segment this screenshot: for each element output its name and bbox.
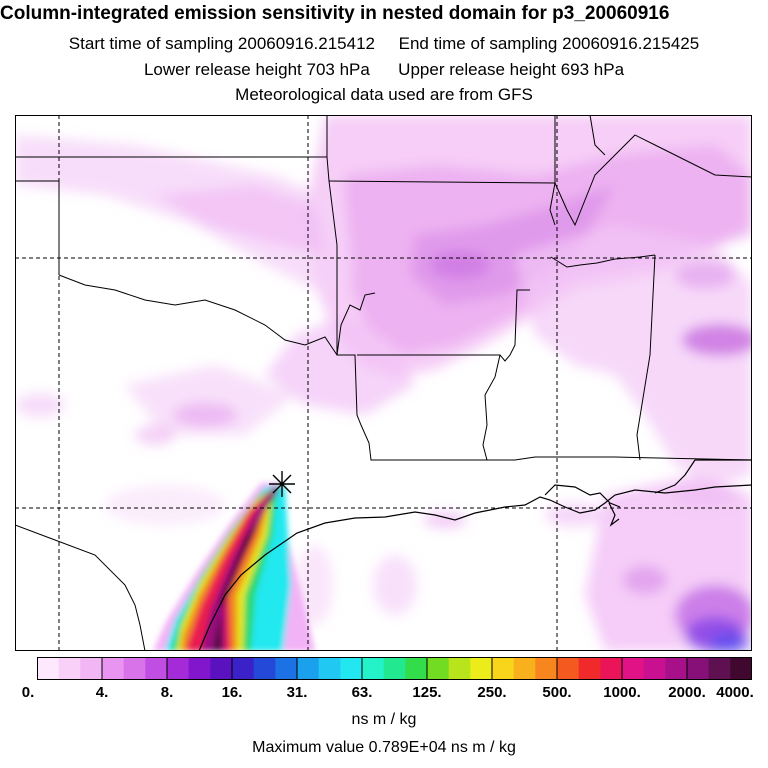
sensitivity-map	[15, 115, 752, 651]
colorbar-tick-label: 31.	[286, 684, 308, 701]
colorbar-cell	[730, 657, 752, 680]
colorbar-cell	[340, 657, 363, 680]
end-time: End time of sampling 20060916.215425	[398, 34, 700, 53]
sampling-times: Start time of sampling 20060916.215412 E…	[0, 34, 768, 54]
colorbar-cell	[448, 657, 471, 680]
colorbar-cell	[600, 657, 623, 680]
colorbar	[37, 657, 752, 680]
colorbar-cell	[643, 657, 666, 680]
colorbar-cell	[578, 657, 601, 680]
colorbar-units: ns m / kg	[351, 711, 417, 728]
colorbar-cell	[58, 657, 81, 680]
colorbar-cell	[145, 657, 168, 680]
maximum-value: Maximum value 0.789E+04 ns m / kg	[252, 739, 516, 756]
colorbar-cell	[513, 657, 536, 680]
colorbar-dividers	[101, 657, 688, 680]
colorbar-tick-label: 8.	[160, 684, 174, 701]
colorbar-cell	[232, 657, 255, 680]
upper-height: Upper release height 693 hPa	[398, 60, 625, 79]
colorbar-tick-label: 2000.	[668, 684, 706, 701]
coastline	[198, 459, 752, 651]
colorbar-cell	[362, 657, 385, 680]
colorbar-cell	[123, 657, 146, 680]
colorbar-tick-label: 16.	[221, 684, 243, 701]
colorbar-cell	[167, 657, 190, 680]
colorbar-cell	[535, 657, 558, 680]
colorbar-cell	[318, 657, 341, 680]
colorbar-cell	[557, 657, 580, 680]
colorbar-cell	[405, 657, 428, 680]
colorbar-cell	[427, 657, 450, 680]
colorbar-cell	[253, 657, 276, 680]
colorbar-cell	[687, 657, 710, 680]
sensitivity-field	[15, 115, 752, 651]
colorbar-tick-label: 4.	[95, 684, 109, 701]
emission-plume	[153, 483, 315, 651]
colorbar-tick-label: 4000.	[716, 684, 754, 701]
release-heights: Lower release height 703 hPa Upper relea…	[0, 60, 768, 80]
met-data-note: Meteorological data used are from GFS	[235, 85, 533, 104]
colorbar-tick-label: 63.	[351, 684, 373, 701]
lat-lon-grid	[15, 115, 752, 651]
colorbar-cell	[210, 657, 233, 680]
map-title: Column-integrated emission sensitivity i…	[0, 3, 670, 24]
start-time: Start time of sampling 20060916.215412	[68, 34, 376, 53]
colorbar-cell	[37, 657, 60, 680]
state-boundaries	[15, 115, 752, 651]
colorbar-cell	[383, 657, 406, 680]
release-point-marker	[269, 471, 295, 497]
colorbar-tick-label: 0.	[21, 684, 35, 701]
colorbar-cell	[622, 657, 645, 680]
colorbar-cell	[492, 657, 515, 680]
colorbar-cell	[708, 657, 731, 680]
colorbar-cell	[188, 657, 211, 680]
colorbar-cell	[275, 657, 298, 680]
colorbar-cell	[102, 657, 125, 680]
colorbar-frame	[37, 657, 752, 680]
colorbar-tick-label: 250.	[477, 684, 507, 701]
colorbar-cell	[80, 657, 103, 680]
colorbar-cell	[297, 657, 320, 680]
map-frame	[15, 115, 752, 651]
colorbar-tick-label: 125.	[412, 684, 442, 701]
colorbar-tick-label: 1000.	[603, 684, 641, 701]
colorbar-tick-label: 500.	[542, 684, 572, 701]
colorbar-cell	[665, 657, 688, 680]
colorbar-cells	[37, 657, 752, 680]
colorbar-cell	[470, 657, 493, 680]
lower-height: Lower release height 703 hPa	[143, 60, 370, 79]
